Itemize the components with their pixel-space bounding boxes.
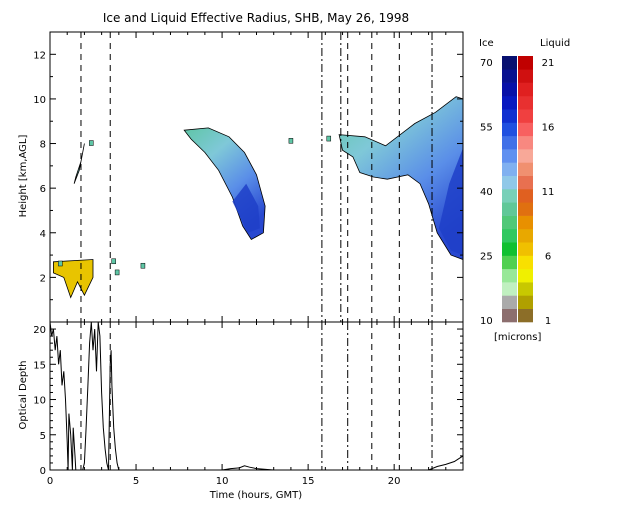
y-tick-label-top: 10 — [33, 95, 46, 106]
y-tick-label-top: 2 — [40, 273, 46, 284]
colorbar-ice-swatch — [502, 149, 517, 163]
colorbar-units-label: [microns] — [494, 332, 541, 343]
cloud-speck — [111, 258, 116, 265]
colorbar-liquid-swatch — [518, 228, 533, 243]
colorbar-ice-swatch — [502, 122, 517, 137]
cloud-speck — [140, 262, 146, 269]
cloud-region-liquid-4 — [53, 259, 94, 299]
y-tick-label-top: 8 — [40, 140, 46, 151]
colorbar-ice-swatch — [502, 175, 517, 190]
colorbar-liquid-swatch — [518, 242, 533, 256]
colorbar-ice-swatch — [502, 69, 517, 83]
colorbar-ice-tick: 40 — [480, 187, 493, 198]
colorbar-ice-swatch — [502, 135, 517, 150]
y-tick-label-bottom: 5 — [40, 431, 46, 442]
optical-depth-plot: 0 5 10 15 20 0 5 10 15 20 — [33, 321, 464, 487]
cloud-speck — [58, 260, 63, 267]
colorbar-liquid-swatch — [518, 82, 533, 97]
cloud-region-ice-1 — [73, 143, 85, 184]
colorbar-liquid-swatch — [518, 175, 533, 190]
colorbar-liquid-swatch — [518, 135, 533, 150]
colorbar-liquid-swatch — [518, 69, 533, 83]
colorbar-ice-tick: 55 — [480, 123, 493, 134]
y-tick-label-bottom: 20 — [33, 325, 46, 336]
y-tick-label-top: 6 — [40, 184, 46, 195]
colorbar-liquid-tick: 11 — [542, 187, 555, 198]
colorbar-liquid-swatch — [518, 162, 533, 176]
colorbar-liquid-label: Liquid — [540, 38, 570, 49]
colorbar-liquid-swatch — [518, 56, 533, 70]
colorbar-liquid-swatch — [518, 255, 533, 270]
y-axis-label-height: Height [km,AGL] — [18, 135, 29, 218]
colorbar-liquid-swatch — [518, 308, 533, 323]
x-tick-label: 0 — [47, 476, 53, 487]
y-axis-label-optical-depth: Optical Depth — [18, 361, 29, 430]
colorbar-liquid-swatch — [518, 282, 533, 296]
colorbar-ice-swatch — [502, 255, 517, 270]
colorbar-liquid-tick: 1 — [545, 316, 551, 327]
y-tick-label-bottom: 15 — [33, 360, 46, 371]
x-tick-label: 15 — [302, 476, 315, 487]
cloud-speck — [114, 269, 120, 276]
colorbar-liquid-swatch — [518, 189, 533, 203]
x-tick-label: 5 — [133, 476, 139, 487]
colorbar-ice-swatch — [502, 282, 517, 296]
colorbar-ice-swatch — [502, 56, 517, 70]
cloud-speck — [288, 138, 294, 144]
colorbar-ice-swatch — [502, 295, 517, 309]
colorbar-ice-swatch — [502, 308, 517, 323]
colorbar-liquid-tick: 16 — [542, 123, 555, 134]
colorbar-liquid-tick: 6 — [545, 252, 551, 263]
colorbar-ice-swatch — [502, 242, 517, 256]
y-tick-label-top: 12 — [33, 50, 46, 61]
y-tick-label-bottom: 10 — [33, 396, 46, 407]
dense-ice-core-1 — [232, 183, 260, 233]
dense-ice-core-2 — [438, 148, 463, 256]
colorbar-liquid-swatch — [518, 95, 533, 110]
colorbar-ice-swatch — [502, 202, 517, 216]
cloud-region-ice-3 — [338, 96, 464, 261]
colorbar-ice-swatch — [502, 268, 517, 283]
colorbar-ice-swatch — [502, 162, 517, 176]
effective-radius-plot: 2 4 6 8 10 12 — [33, 31, 464, 323]
colorbar-liquid-swatch — [518, 202, 533, 216]
colorbar-ice-swatch — [502, 215, 517, 230]
x-tick-label: 10 — [216, 476, 229, 487]
colorbar-ice-swatch — [502, 95, 517, 110]
colorbar-liquid-swatch — [518, 295, 533, 309]
chart-title: Ice and Liquid Effective Radius, SHB, Ma… — [103, 11, 409, 25]
colorbar-ice-swatch — [502, 109, 517, 123]
colorbar-ice-tick: 10 — [480, 316, 493, 327]
colorbar-ice-swatch — [502, 189, 517, 203]
cloud-speck — [326, 135, 332, 142]
colorbar-ice-tick: 70 — [480, 58, 493, 69]
colorbar-ice-tick: 25 — [480, 252, 493, 263]
y-tick-label-bottom: 0 — [40, 466, 46, 477]
colorbar-ice-swatch — [502, 82, 517, 97]
y-tick-label-top: 4 — [40, 229, 46, 240]
colorbar-liquid-swatch — [518, 215, 533, 230]
cloud-speck — [89, 140, 94, 146]
x-axis-label: Time (hours, GMT) — [209, 490, 303, 501]
colorbar-liquid-swatch — [518, 268, 533, 283]
colorbar-ice-label: Ice — [479, 38, 494, 49]
colorbar-liquid-tick: 21 — [542, 58, 555, 69]
colorbar-ice-swatch — [502, 228, 517, 243]
colorbar-liquid-swatch — [518, 109, 533, 123]
x-tick-label: 20 — [388, 476, 401, 487]
colorbar-liquid-swatch — [518, 122, 533, 137]
colorbar-liquid-swatch — [518, 149, 533, 163]
